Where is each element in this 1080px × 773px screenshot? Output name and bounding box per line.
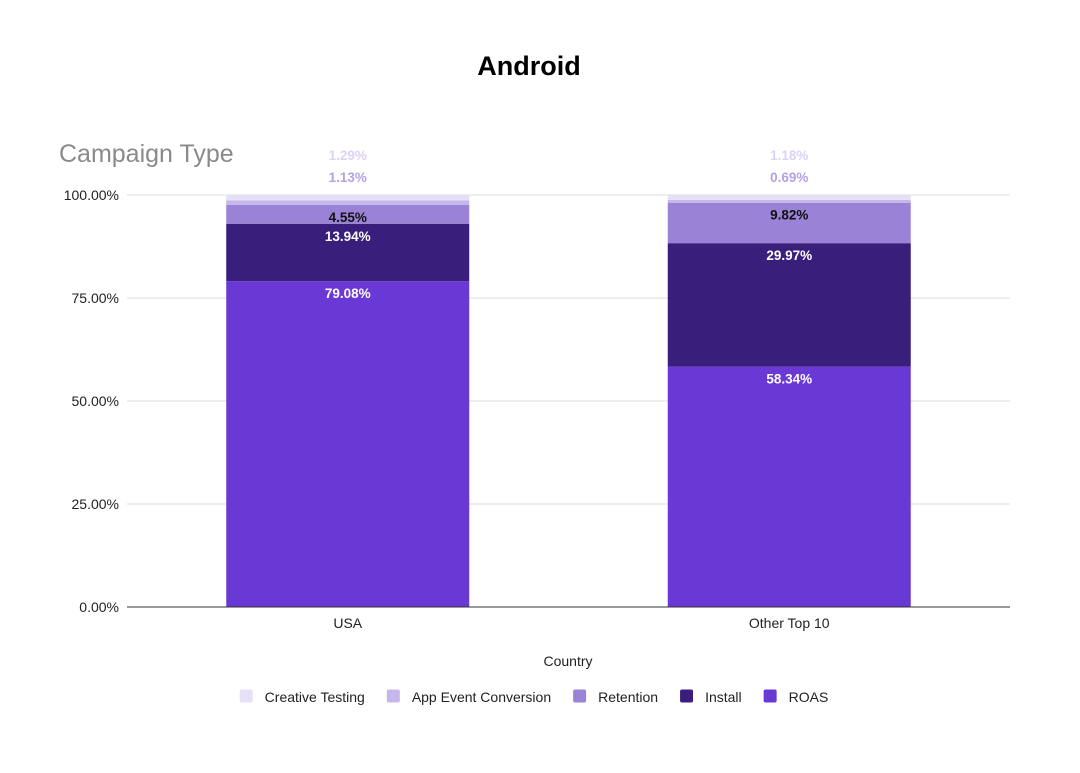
legend-label-creative-testing: Creative Testing (265, 689, 365, 705)
bar-other-top-10-retention (667, 202, 911, 244)
chart-title: Android (477, 51, 580, 81)
y-axis-title: Campaign Type (59, 140, 234, 168)
legend-swatch-creative-testing (239, 689, 253, 703)
x-tick-other-top-10: Other Top 10 (749, 615, 830, 631)
y-tick-75-00: 75.00% (72, 290, 119, 306)
y-tick-100-00: 100.00% (64, 187, 119, 203)
data-label-other-top-10-roas: 58.34% (766, 372, 812, 387)
legend-label-install: Install (705, 689, 742, 705)
data-label-other-top-10-app-event-conversion: 0.69% (770, 170, 808, 185)
bar-other-top-10-creative-testing (667, 195, 911, 200)
bar-usa-creative-testing (226, 195, 470, 201)
bar-other-top-10-install (667, 243, 911, 367)
data-labels: 79.08% 13.94% 4.55% 1.13% 1.29% 58.34% 29.97% 9… (325, 148, 812, 387)
bar-usa-retention (226, 205, 470, 224)
legend-swatch-roas (763, 689, 777, 703)
bar-usa-roas (226, 281, 470, 607)
legend: Creative Testing App Event Conversion Rete… (239, 689, 829, 705)
data-label-other-top-10-install: 29.97% (766, 248, 812, 263)
bar-usa-install (226, 223, 470, 282)
legend-swatch-app-event-conversion (386, 689, 400, 703)
bar-other-top-10-roas (667, 366, 911, 607)
data-label-usa-install: 13.94% (325, 229, 371, 244)
data-label-usa-app-event-conversion: 1.13% (329, 170, 367, 185)
legend-item-retention: Retention (573, 689, 658, 705)
bars (226, 195, 911, 607)
y-tick-50-00: 50.00% (72, 393, 119, 409)
legend-item-app-event-conversion: App Event Conversion (386, 689, 551, 705)
bar-usa-app-event-conversion (226, 200, 470, 206)
y-tick-0-00: 0.00% (79, 599, 119, 615)
data-label-usa-roas: 79.08% (325, 286, 371, 301)
legend-swatch-retention (573, 689, 587, 703)
legend-swatch-install (680, 689, 694, 703)
legend-label-roas: ROAS (789, 689, 829, 705)
legend-item-creative-testing: Creative Testing (239, 689, 365, 705)
legend-item-roas: ROAS (763, 689, 829, 705)
legend-item-install: Install (680, 689, 742, 705)
data-label-other-top-10-retention: 9.82% (770, 208, 808, 223)
bar-other-top-10-app-event-conversion (667, 199, 911, 203)
data-label-usa-creative-testing: 1.29% (329, 148, 367, 163)
y-axis-tick-labels: 0.00% 25.00% 50.00% 75.00% 100.00% (64, 187, 119, 615)
legend-label-retention: Retention (598, 689, 658, 705)
data-label-usa-retention: 4.55% (329, 210, 367, 225)
legend-label-app-event-conversion: App Event Conversion (412, 689, 551, 705)
data-label-other-top-10-creative-testing: 1.18% (770, 148, 808, 163)
x-axis-title: Country (543, 653, 592, 669)
x-tick-usa: USA (333, 615, 362, 631)
x-axis-tick-labels: USA Other Top 10 (333, 615, 829, 631)
y-tick-25-00: 25.00% (72, 496, 119, 512)
